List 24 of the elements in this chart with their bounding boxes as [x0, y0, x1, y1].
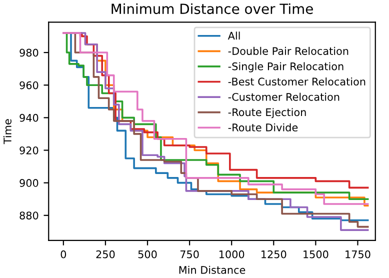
legend-label: -Customer Relocation [228, 92, 340, 101]
legend-label: -Route Ejection [228, 108, 306, 118]
legend-label: -Route Divide [228, 123, 298, 132]
chart-title: Minimum Distance over Time [112, 3, 313, 14]
x-tick-label: 1750 [346, 250, 370, 258]
y-tick-label: 940 [20, 114, 38, 122]
y-tick-label: 980 [20, 48, 38, 57]
legend-label: -Best Customer Relocation [228, 77, 366, 86]
x-tick-label: 250 [96, 250, 115, 258]
x-tick-label: 750 [180, 250, 199, 258]
y-tick-label: 920 [20, 146, 38, 154]
x-axis-title: Min Distance [179, 266, 246, 274]
x-tick-label: 0 [60, 250, 66, 258]
y-tick-label: 900 [20, 179, 38, 187]
legend-label: -Single Pair Relocation [228, 62, 344, 72]
x-tick-label: 1500 [304, 250, 328, 258]
x-tick-label: 500 [138, 250, 157, 258]
x-tick-label: 1250 [262, 250, 286, 258]
legend-label: All [228, 32, 240, 40]
x-tick-label: 1000 [219, 250, 244, 258]
legend-label: -Double Pair Relocation [228, 46, 348, 55]
y-axis-title: Time [3, 119, 12, 144]
y-tick-label: 960 [20, 81, 38, 90]
y-tick-label: 880 [20, 212, 38, 220]
